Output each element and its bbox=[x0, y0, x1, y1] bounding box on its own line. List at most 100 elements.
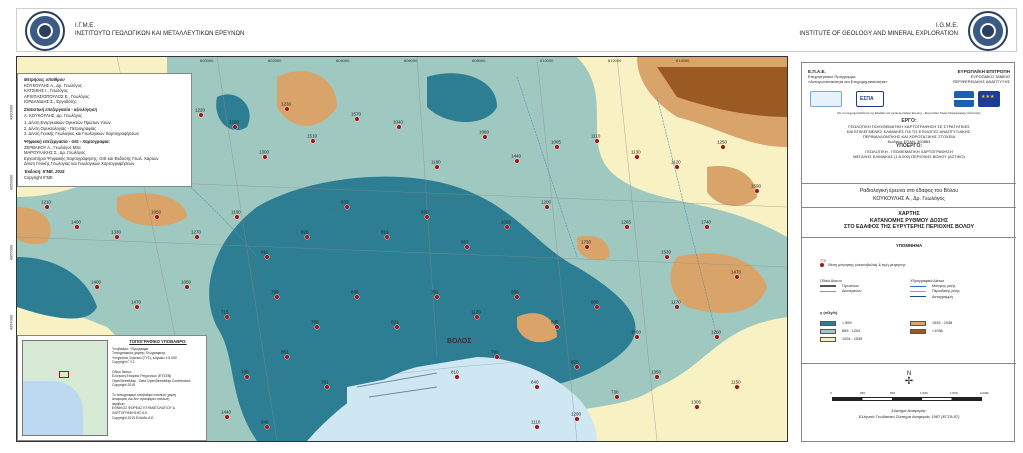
measurement-point[interactable]: 1300 bbox=[259, 150, 270, 160]
measurement-point[interactable]: 1160 bbox=[231, 210, 241, 220]
measurement-point[interactable]: 715 bbox=[221, 310, 230, 320]
divider bbox=[802, 237, 1016, 238]
measurement-point-marker bbox=[734, 274, 740, 280]
measurement-point[interactable]: 1130 bbox=[631, 150, 641, 160]
dose-rate-map[interactable]: 1050118011201470131012201290130012301510… bbox=[16, 56, 788, 442]
measurement-point[interactable]: 811 bbox=[261, 250, 270, 260]
measurement-point[interactable]: 1200 bbox=[541, 200, 552, 210]
scale-unit: m bbox=[986, 391, 989, 395]
measurement-point[interactable]: 700 bbox=[241, 370, 250, 380]
divider bbox=[802, 207, 1016, 208]
measurement-point[interactable]: 950 bbox=[511, 290, 520, 300]
legend-roads: Οδικό Δίκτυο Πρωτεύον Δευτερεύον bbox=[820, 279, 861, 295]
measurement-point[interactable]: 1265 bbox=[621, 220, 632, 230]
measurement-point[interactable]: 1230 bbox=[281, 102, 292, 112]
measurement-point[interactable]: 819 bbox=[381, 230, 390, 240]
measurement-point[interactable]: 1270 bbox=[191, 230, 202, 240]
measurement-point[interactable]: 1060 bbox=[631, 330, 642, 340]
measurement-point[interactable]: 781 bbox=[321, 380, 330, 390]
legend-point-label: Θέση μέτρησης (ακτινοβολία) & τιμή μέτρη… bbox=[828, 263, 906, 267]
periodic-stream-icon bbox=[910, 290, 926, 292]
measurement-point[interactable]: 1590 bbox=[751, 184, 762, 194]
credits-compilation-3: ΑΡΧΙΠΑΣΙΟΠΟΥΛΟΣ Ε., Γεωλόγος bbox=[24, 93, 90, 99]
measurement-point[interactable]: 1290 bbox=[229, 120, 240, 130]
measurement-point[interactable]: 1110 bbox=[531, 420, 541, 430]
measurement-point[interactable]: 820 bbox=[421, 210, 430, 220]
measurement-point[interactable]: 782 bbox=[491, 350, 500, 360]
measurement-point[interactable]: 810 bbox=[451, 370, 460, 380]
map-canvas[interactable]: 1050118011201470131012201290130012301510… bbox=[17, 57, 787, 441]
measurement-point[interactable]: 845 bbox=[551, 320, 560, 330]
measurement-point[interactable]: 1040 bbox=[393, 120, 404, 130]
measurement-point[interactable]: 880 bbox=[591, 300, 600, 310]
measurement-point[interactable]: 1170 bbox=[671, 300, 681, 310]
measurement-point[interactable]: 861 bbox=[281, 350, 290, 360]
measurement-point[interactable]: 833 bbox=[341, 200, 350, 210]
measurement-point[interactable]: 1250 bbox=[717, 140, 728, 150]
measurement-point[interactable]: 1120 bbox=[671, 160, 681, 170]
measurement-point-marker bbox=[424, 214, 430, 220]
measurement-point-marker bbox=[224, 414, 230, 420]
measurement-point[interactable]: 1350 bbox=[651, 370, 662, 380]
measurement-point[interactable]: 1120 bbox=[471, 310, 481, 320]
measurement-point-marker bbox=[720, 144, 726, 150]
measurement-point-marker bbox=[304, 234, 310, 240]
map-title-line-1: ΚΑΤΑΝΟΜΗΣ ΡΥΘΜΟΥ ΔΟΣΗΣ bbox=[869, 217, 949, 224]
measurement-point[interactable]: 1400 bbox=[91, 280, 102, 290]
measurement-point[interactable]: 1400 bbox=[71, 220, 82, 230]
measurement-point[interactable]: 1260 bbox=[711, 330, 722, 340]
measurement-value: 1470 bbox=[131, 300, 142, 305]
measurement-point[interactable]: 1220 bbox=[195, 108, 206, 118]
measurement-value: 1050 bbox=[181, 280, 192, 285]
measurement-point[interactable]: 1110 bbox=[591, 134, 601, 144]
measurement-point[interactable]: 1470 bbox=[731, 270, 742, 280]
measurement-point[interactable]: 1470 bbox=[131, 300, 142, 310]
measurement-point[interactable]: 791 bbox=[431, 290, 440, 300]
topo-line: ακρίβεια bbox=[112, 401, 125, 406]
measurement-point[interactable]: 1290 bbox=[571, 412, 582, 422]
measurement-point-marker bbox=[44, 204, 50, 210]
measurement-value: 846 bbox=[351, 290, 359, 295]
measurement-point[interactable]: 1150 bbox=[731, 380, 741, 390]
measurement-point-marker bbox=[134, 304, 140, 310]
measurement-point[interactable]: 790 bbox=[271, 290, 280, 300]
measurement-point-marker bbox=[594, 304, 600, 310]
measurement-point-marker bbox=[154, 214, 160, 220]
measurement-point[interactable]: 1330 bbox=[111, 230, 122, 240]
measurement-point[interactable]: 1180 bbox=[431, 160, 441, 170]
topo-line: Copyright 2015 bbox=[112, 383, 135, 388]
legend-dose-block: γ (nGy/h) < 859 859 - 1204 1204 - 1539 1… bbox=[820, 309, 1010, 342]
measurement-point[interactable]: 1530 bbox=[661, 250, 672, 260]
measurement-point[interactable]: 826 bbox=[301, 230, 310, 240]
measurement-point[interactable]: 1060 bbox=[479, 130, 490, 140]
measurement-point[interactable]: 1050 bbox=[151, 210, 162, 220]
legend-road-secondary: Δευτερεύον bbox=[842, 289, 862, 294]
measurement-point[interactable]: 840 bbox=[531, 380, 540, 390]
measurement-point[interactable]: 1740 bbox=[701, 220, 712, 230]
measurement-point[interactable]: 821 bbox=[391, 320, 400, 330]
measurement-point[interactable]: 1050 bbox=[181, 280, 192, 290]
legend-water-coast: Ακτογραμμή bbox=[932, 294, 953, 299]
legend-dose-col-2: 1539 - 1938 >1938 bbox=[910, 319, 952, 335]
measurement-point[interactable]: 1730 bbox=[581, 240, 592, 250]
location-inset-map[interactable] bbox=[22, 340, 108, 436]
measurement-point[interactable]: 1570 bbox=[351, 112, 362, 122]
measurement-point[interactable]: 1005 bbox=[551, 140, 562, 150]
measurement-point[interactable]: 946 bbox=[261, 420, 270, 430]
measurement-point[interactable]: 1440 bbox=[221, 410, 232, 420]
measurement-value: 1110 bbox=[531, 420, 541, 425]
class-under-859-area bbox=[427, 73, 497, 122]
measurement-point[interactable]: 730 bbox=[611, 390, 620, 400]
measurement-point[interactable]: 825 bbox=[571, 360, 580, 370]
measurement-point[interactable]: 1300 bbox=[691, 400, 702, 410]
measurement-point-marker bbox=[198, 112, 204, 118]
measurement-point[interactable]: 1095 bbox=[501, 220, 512, 230]
measurement-point[interactable]: 846 bbox=[351, 290, 360, 300]
measurement-point-marker bbox=[634, 154, 640, 160]
top-coordinate-label: 606000 bbox=[404, 58, 418, 63]
measurement-point[interactable]: 1210 bbox=[41, 200, 52, 210]
measurement-point[interactable]: 1510 bbox=[307, 134, 318, 144]
measurement-point[interactable]: 1440 bbox=[511, 154, 522, 164]
measurement-point[interactable]: 887 bbox=[461, 240, 470, 250]
measurement-point[interactable]: 786 bbox=[311, 320, 320, 330]
